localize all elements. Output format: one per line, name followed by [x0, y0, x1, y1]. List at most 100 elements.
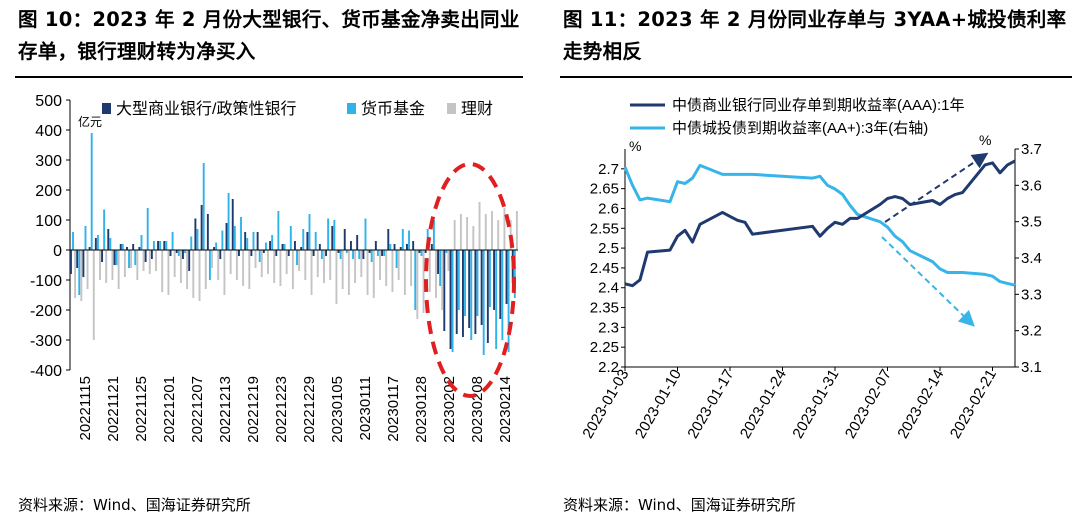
- wmp-bar: [74, 250, 77, 298]
- mmf-bar: [152, 241, 155, 250]
- mmf-bar: [109, 238, 112, 250]
- bank-bar: [449, 250, 452, 349]
- left-y-tick-label: 2.35: [590, 300, 619, 317]
- bank-bar: [281, 244, 284, 250]
- bank-bar: [94, 238, 97, 250]
- mmf-bar: [327, 218, 330, 250]
- mmf-bar: [364, 218, 367, 250]
- x-tick-label: 2023-01-24: [737, 367, 790, 442]
- bank-bar: [381, 250, 384, 256]
- mmf-bar: [495, 250, 498, 349]
- bank-bar: [244, 232, 247, 250]
- mmf-bar: [482, 250, 485, 355]
- right-y-tick-label: 3.1: [1021, 359, 1042, 376]
- mmf-bar: [352, 250, 354, 259]
- legend-label-ncd: 中债商业银行同业存单到期收益率(AAA):1年: [672, 97, 965, 114]
- mmf-bar: [96, 235, 99, 250]
- bank-bar: [406, 244, 408, 250]
- bank-bar: [256, 232, 259, 250]
- bank-bar: [499, 250, 502, 319]
- y-tick-label: 400: [35, 123, 62, 140]
- left-unit-label: %: [629, 138, 641, 154]
- wmp-bar: [310, 250, 313, 295]
- bank-bar: [200, 205, 203, 250]
- mmf-bar: [196, 229, 199, 250]
- y-tick-label: -300: [30, 333, 62, 350]
- wmp-bar: [273, 250, 276, 283]
- x-tick-label: 2023-02-07: [842, 367, 895, 442]
- ncd-yield-line: [624, 159, 1016, 288]
- mmf-bar: [208, 250, 211, 280]
- y-tick-label: -200: [30, 303, 62, 320]
- right-y-tick-label: 3.7: [1021, 141, 1042, 158]
- bank-bar: [144, 250, 147, 262]
- mmf-bar: [370, 250, 373, 262]
- wmp-bar: [422, 250, 425, 313]
- bank-bar: [238, 250, 240, 256]
- mmf-bar: [171, 232, 174, 250]
- wmp-bar: [242, 250, 245, 286]
- mmf-bar: [320, 250, 323, 259]
- wmp-bar: [179, 250, 182, 283]
- wmp-bar: [403, 250, 406, 295]
- bank-bar: [138, 247, 141, 250]
- left-y-tick-label: 2.55: [590, 220, 619, 237]
- mmf-bar: [302, 229, 305, 250]
- y-tick-label: 500: [35, 93, 62, 110]
- wmp-bar: [379, 250, 381, 280]
- mmf-bar: [476, 250, 479, 316]
- y-unit-label: 亿元: [78, 114, 102, 129]
- wmp-bar: [285, 250, 288, 274]
- wmp-bar: [260, 250, 263, 277]
- bank-bar: [70, 250, 72, 274]
- left-y-tick-label: 2.5: [598, 240, 619, 257]
- wmp-bar: [142, 250, 145, 271]
- mmf-bar: [345, 250, 348, 253]
- legend-label-2: 理财: [461, 100, 493, 118]
- mmf-bar: [383, 250, 386, 256]
- left-bar-chart: -400 -300 -200 -100 0 100 200 300 400 500 亿元 202211…: [30, 93, 518, 443]
- wmp-bar: [111, 250, 114, 280]
- wmp-bar: [397, 250, 400, 280]
- bank-bar: [368, 250, 371, 253]
- wmp-bar: [117, 250, 120, 289]
- legend-swatch-1: [347, 103, 356, 114]
- bank-bar: [418, 250, 421, 253]
- mmf-bar: [451, 250, 454, 352]
- bank-bar: [331, 226, 334, 250]
- wmp-bar: [391, 250, 394, 292]
- wmp-bar: [341, 250, 344, 289]
- x-tick-label: 20230208: [469, 376, 486, 443]
- bank-bar: [393, 244, 396, 250]
- wmp-bar: [217, 250, 220, 280]
- y-tick-label: 0: [53, 243, 62, 260]
- bank-bar: [213, 247, 216, 250]
- mmf-bar: [414, 250, 417, 310]
- bank-bar: [225, 223, 228, 250]
- mmf-bar: [258, 250, 261, 262]
- mmf-bar: [90, 133, 93, 250]
- mmf-bar: [507, 250, 510, 352]
- left-y-tick-label: 2.4: [598, 280, 619, 297]
- mmf-bar: [470, 250, 473, 340]
- wmp-bar: [298, 250, 301, 271]
- mmf-bar: [314, 232, 317, 250]
- wmp-bar: [478, 202, 481, 250]
- bank-bar: [126, 247, 128, 250]
- wmp-bar: [123, 250, 126, 277]
- wmp-bar: [254, 250, 257, 268]
- bank-bar: [157, 241, 160, 250]
- wmp-bar: [291, 250, 294, 289]
- x-tick-label: 20221223: [273, 376, 290, 443]
- bank-bar: [132, 244, 135, 250]
- mmf-bar: [72, 232, 74, 250]
- mmf-bar: [376, 250, 379, 256]
- x-tick-label: 2023-02-14: [894, 367, 947, 442]
- bank-bar: [76, 250, 79, 268]
- bank-bar: [430, 244, 433, 250]
- bank-bar: [88, 247, 91, 250]
- wmp-bar: [211, 250, 213, 268]
- bank-bar: [250, 250, 253, 256]
- wmp-bar: [304, 250, 307, 280]
- wmp-bar: [372, 250, 375, 298]
